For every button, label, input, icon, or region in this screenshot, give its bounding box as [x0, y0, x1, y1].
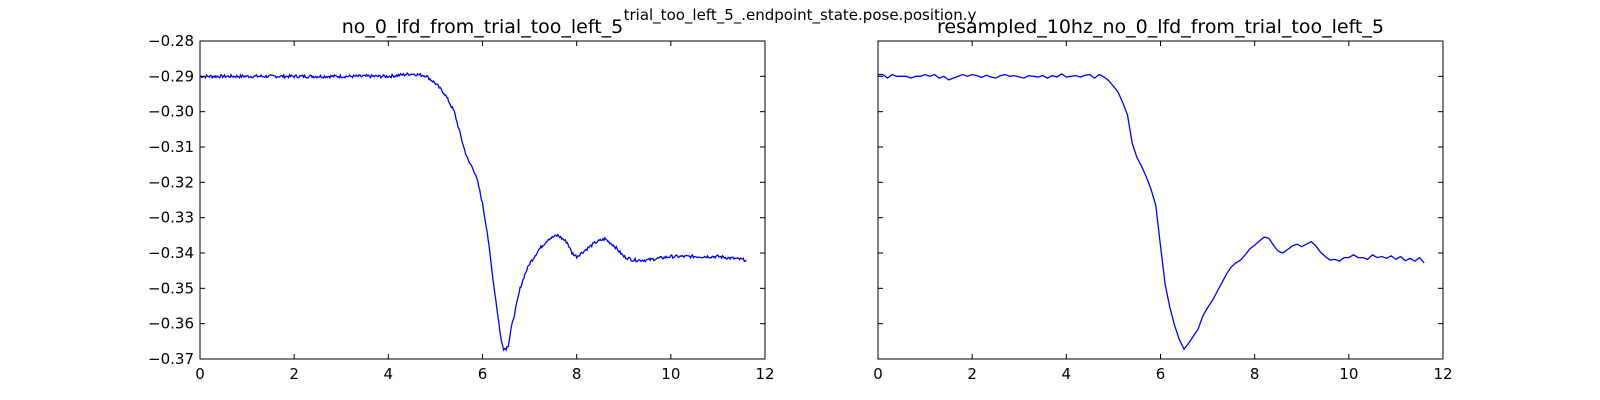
- x-tick-label: 12: [1433, 365, 1452, 383]
- y-tick-label: −0.36: [148, 315, 194, 333]
- x-tick-label: 12: [755, 365, 774, 383]
- x-tick-label: 10: [661, 365, 680, 383]
- y-tick-label: −0.32: [148, 173, 194, 191]
- y-tick-label: −0.33: [148, 209, 194, 227]
- series-line: [878, 73, 1425, 351]
- right-plot: 0 2 4 6 8 10 12 resampled_10hz_no_0_lfd_from_tr…: [873, 16, 1452, 383]
- plot-title: resampled_10hz_no_0_lfd_from_trial_too_l…: [937, 16, 1384, 38]
- y-tick-label: −0.29: [148, 67, 194, 85]
- y-tick-label: −0.37: [148, 350, 194, 368]
- x-tick-label: 8: [572, 365, 582, 383]
- x-tick-label: 2: [967, 365, 977, 383]
- x-tick-label: 6: [478, 365, 488, 383]
- x-tick-label: 0: [195, 365, 205, 383]
- x-tick-label: 0: [873, 365, 883, 383]
- y-tick-label: −0.31: [148, 138, 194, 156]
- x-tick-label: 6: [1156, 365, 1166, 383]
- y-tick-label: −0.34: [148, 244, 194, 262]
- plot-frame: [199, 40, 766, 360]
- x-tick-label: 2: [289, 365, 299, 383]
- y-tick-label: −0.35: [148, 279, 194, 297]
- figure-suptitle: trial_too_left_5_.endpoint_state.pose.po…: [624, 6, 977, 25]
- series-line: [200, 72, 747, 353]
- plot-frame: [877, 40, 1444, 360]
- left-plot: 0 2 4 6 8 10 12 −0.28 −0.29 −0.30 −0.31 −0.32 −0.33 −…: [148, 16, 775, 383]
- x-tick-label: 10: [1339, 365, 1358, 383]
- x-tick-label: 4: [1062, 365, 1072, 383]
- x-tick-label: 8: [1250, 365, 1260, 383]
- x-tick-label: 4: [384, 365, 394, 383]
- plot-title: no_0_lfd_from_trial_too_left_5: [342, 16, 624, 38]
- y-tick-label: −0.28: [148, 32, 194, 50]
- y-tick-label: −0.30: [148, 103, 194, 121]
